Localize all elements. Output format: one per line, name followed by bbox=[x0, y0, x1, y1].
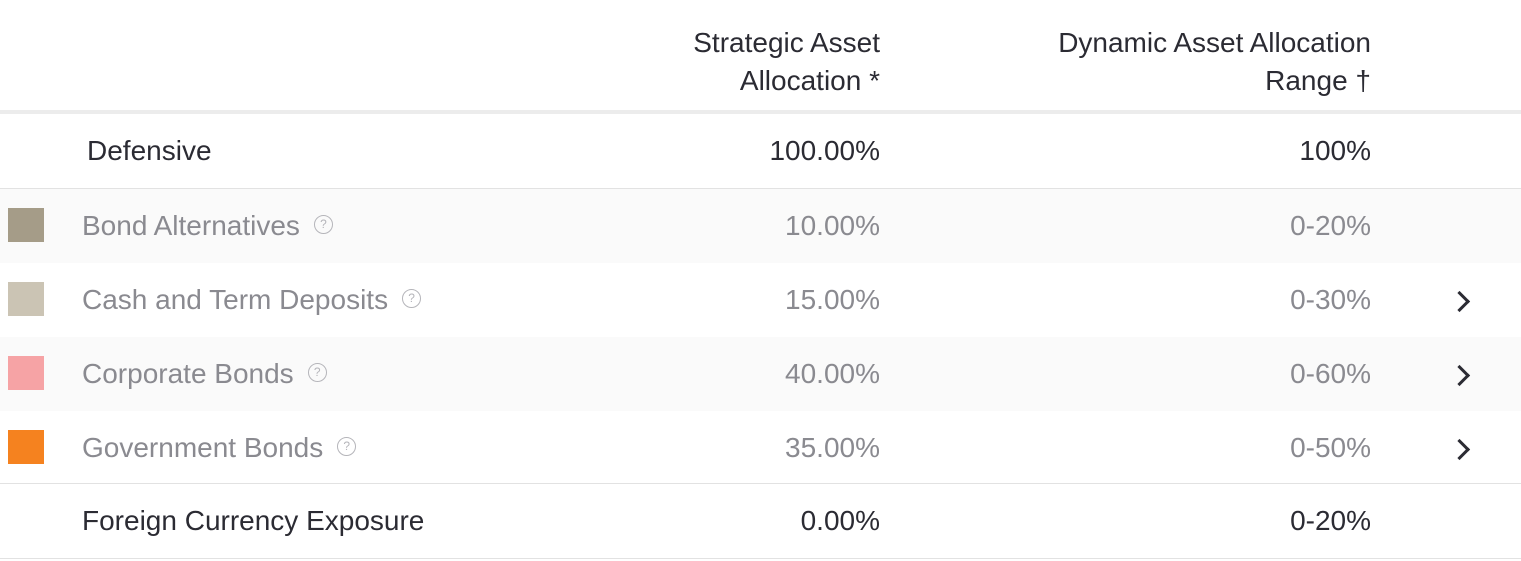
foreign-currency-label: Foreign Currency Exposure bbox=[82, 505, 425, 536]
asset-dynamic-value: 0-30% bbox=[1290, 284, 1371, 315]
asset-row-cash-and-term-deposits[interactable]: Cash and Term Deposits? 15.00% 0-30% bbox=[0, 263, 1521, 337]
asset-strategic-value: 40.00% bbox=[785, 358, 880, 389]
asset-row-bond-alternatives: Bond Alternatives? 10.00% 0-20% bbox=[0, 189, 1521, 263]
asset-row-government-bonds[interactable]: Government Bonds? 35.00% 0-50% bbox=[0, 411, 1521, 485]
help-icon[interactable]: ? bbox=[313, 215, 333, 235]
help-icon[interactable]: ? bbox=[402, 289, 422, 309]
help-icon[interactable]: ? bbox=[337, 437, 357, 457]
asset-dynamic-value: 0-50% bbox=[1290, 432, 1371, 463]
asset-label: Bond Alternatives bbox=[82, 210, 300, 241]
asset-label: Government Bonds bbox=[82, 432, 324, 463]
strategic-allocation-header: Strategic Asset Allocation * bbox=[693, 27, 880, 96]
help-icon[interactable]: ? bbox=[307, 363, 327, 383]
asset-dynamic-value: 0-60% bbox=[1290, 358, 1371, 389]
foreign-currency-row: Foreign Currency Exposure 0.00% 0-20% bbox=[0, 483, 1521, 559]
group-row-defensive: Defensive 100.00% 100% bbox=[0, 114, 1521, 189]
color-swatch bbox=[8, 430, 44, 464]
asset-label: Cash and Term Deposits bbox=[82, 284, 389, 315]
asset-strategic-value: 10.00% bbox=[785, 210, 880, 241]
color-swatch bbox=[8, 208, 44, 242]
asset-dynamic-value: 0-20% bbox=[1290, 210, 1371, 241]
foreign-currency-dynamic-value: 0-20% bbox=[1290, 505, 1371, 536]
chevron-right-icon[interactable] bbox=[1448, 364, 1471, 387]
asset-row-corporate-bonds[interactable]: Corporate Bonds? 40.00% 0-60% bbox=[0, 337, 1521, 411]
group-strategic-value: 100.00% bbox=[769, 135, 880, 166]
chevron-right-icon[interactable] bbox=[1448, 438, 1471, 461]
asset-strategic-value: 15.00% bbox=[785, 284, 880, 315]
foreign-currency-strategic-value: 0.00% bbox=[800, 505, 880, 536]
color-swatch bbox=[8, 356, 44, 390]
group-dynamic-value: 100% bbox=[1299, 135, 1371, 166]
asset-strategic-value: 35.00% bbox=[785, 432, 880, 463]
color-swatch bbox=[8, 282, 44, 316]
asset-label: Corporate Bonds bbox=[82, 358, 294, 389]
group-label: Defensive bbox=[87, 135, 212, 166]
table-header: Strategic Asset Allocation * Dynamic Ass… bbox=[0, 0, 1521, 114]
dynamic-allocation-header: Dynamic Asset Allocation Range † bbox=[1058, 27, 1371, 96]
chevron-right-icon[interactable] bbox=[1448, 290, 1471, 313]
